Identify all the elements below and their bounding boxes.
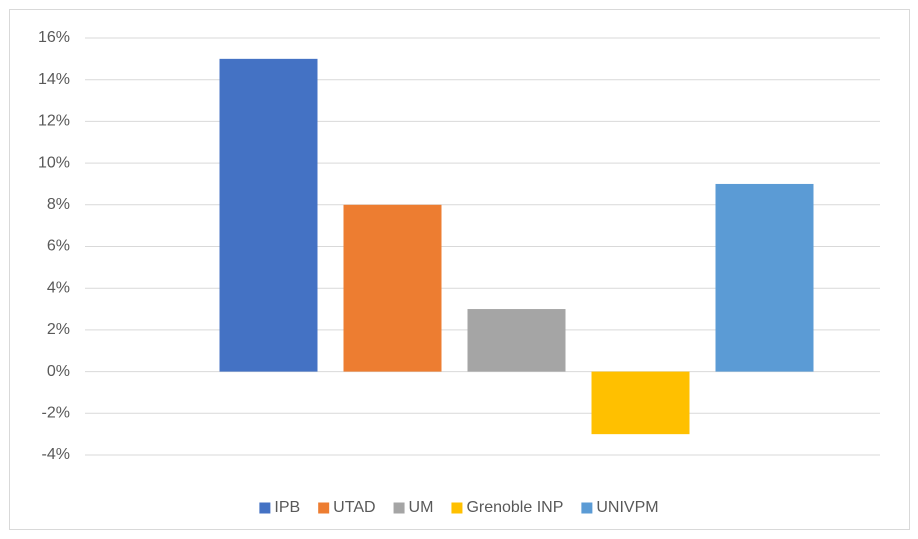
y-tick-label: 0% [47,363,70,380]
y-tick-label: 6% [47,238,70,255]
legend-swatch [393,502,405,514]
legend-swatch [581,502,593,514]
legend-swatch [451,502,463,514]
legend-label: Grenoble INP [466,499,563,516]
y-tick-label: 4% [47,279,70,296]
y-tick-label: -4% [42,446,70,463]
y-tick-label: 8% [47,196,70,213]
legend-label: UNIVPM [596,499,658,516]
legend-label: IPB [274,499,300,516]
y-tick-label: 2% [47,321,70,338]
bar [343,204,442,372]
bar [219,58,318,372]
legend-label: UTAD [333,499,375,516]
legend-swatch [259,502,271,514]
bar [467,309,566,372]
y-tick-label: 14% [38,71,70,88]
y-tick-label: 10% [38,154,70,171]
bar [591,371,690,435]
y-tick-label: -2% [42,405,70,422]
y-tick-label: 16% [38,29,70,46]
legend-label: UM [409,499,434,516]
legend-swatch [318,502,330,514]
y-tick-label: 12% [38,113,70,130]
bar [715,183,814,372]
